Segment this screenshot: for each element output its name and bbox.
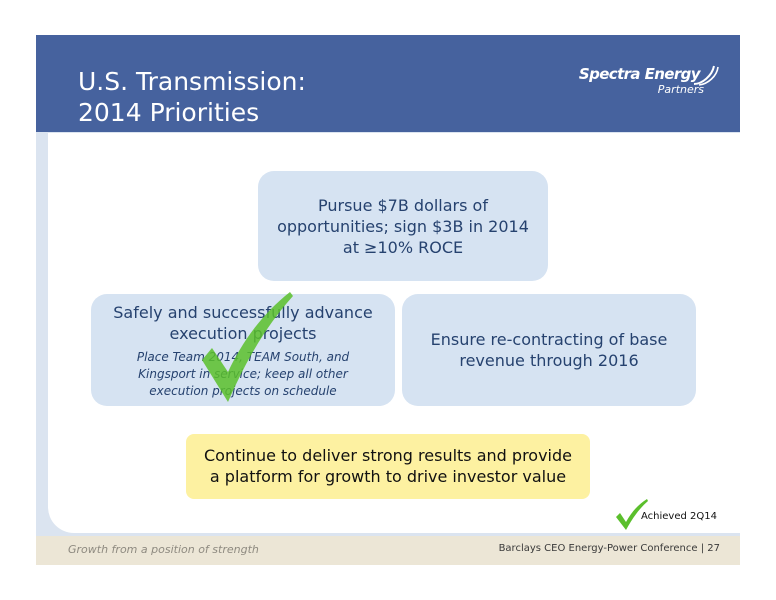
page-title: U.S. Transmission: 2014 Priorities bbox=[78, 66, 306, 128]
priority-box-recontracting: Ensure re-contracting of base revenue th… bbox=[402, 294, 696, 406]
priority-box-opportunities: Pursue $7B dollars of opportunities; sig… bbox=[258, 171, 548, 281]
priority-bottom-line-2: a platform for growth to drive investor … bbox=[209, 467, 567, 486]
priority-bottom-line-1: Continue to deliver strong results and p… bbox=[203, 446, 572, 465]
logo-sub-text: Partners bbox=[657, 83, 704, 96]
priority-top-line-3: at ≥10% ROCE bbox=[342, 238, 464, 257]
priority-top-line-2: opportunities; sign $3B in 2014 bbox=[277, 217, 529, 236]
footer-tagline: Growth from a position of strength bbox=[68, 543, 259, 556]
spectra-energy-logo: Spectra Energy Partners bbox=[560, 59, 730, 101]
priority-box-results: Continue to deliver strong results and p… bbox=[186, 434, 590, 499]
page-number: 27 bbox=[707, 543, 720, 554]
title-line-1: U.S. Transmission: bbox=[78, 67, 306, 96]
logo-swoosh-icon bbox=[693, 65, 719, 86]
priority-right-line-1: Ensure re-contracting of base bbox=[430, 330, 668, 349]
checkmark-icon bbox=[202, 292, 293, 402]
achieved-legend-label: Achieved 2Q14 bbox=[641, 511, 717, 522]
footer-conference: Barclays CEO Energy-Power Conference bbox=[498, 543, 698, 554]
logo-main-text: Spectra Energy bbox=[578, 65, 701, 83]
title-line-2: 2014 Priorities bbox=[78, 98, 260, 127]
slide: U.S. Transmission: 2014 Priorities Spect… bbox=[36, 35, 740, 565]
footer-separator: | bbox=[700, 543, 705, 554]
slide-footer bbox=[36, 536, 740, 565]
priority-left-line-2: execution projects bbox=[169, 324, 317, 343]
priority-top-line-1: Pursue $7B dollars of bbox=[318, 196, 488, 215]
achieved-checkmark-icon bbox=[616, 499, 648, 530]
priority-right-line-2: revenue through 2016 bbox=[459, 351, 639, 370]
slide-header: U.S. Transmission: 2014 Priorities Spect… bbox=[36, 35, 740, 132]
priority-left-line-1: Safely and successfully advance bbox=[113, 303, 373, 322]
footer-conference-info: Barclays CEO Energy-Power Conference | 2… bbox=[499, 543, 720, 554]
